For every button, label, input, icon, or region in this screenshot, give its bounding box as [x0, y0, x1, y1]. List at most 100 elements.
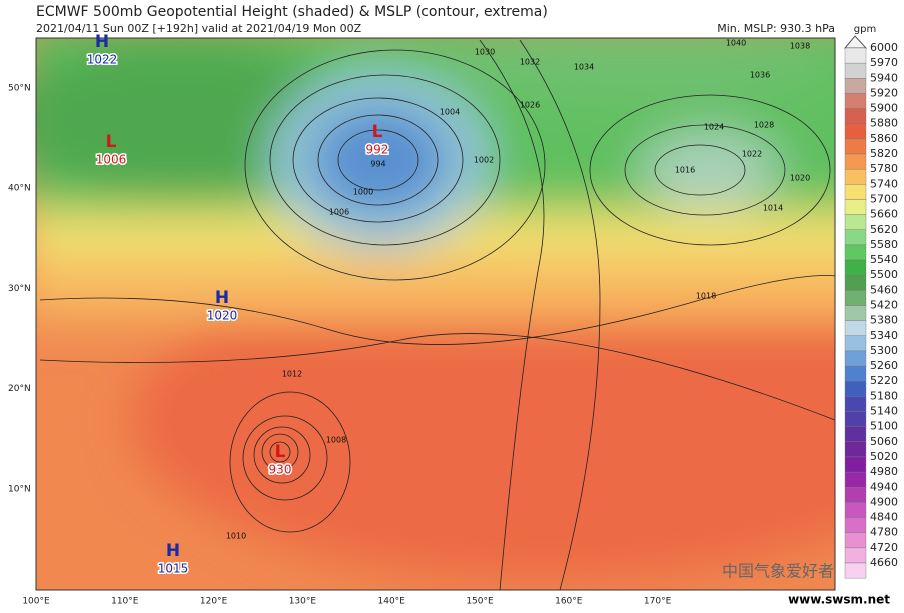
colorbar-swatch [844, 229, 867, 246]
contour-label: 1008 [326, 436, 346, 445]
colorbar-swatch [844, 396, 867, 412]
colorbar-label: 5660 [870, 208, 898, 221]
map-frame [35, 37, 836, 591]
colorbar-label: 5300 [870, 344, 898, 357]
colorbar-swatch [844, 381, 867, 397]
colorbar-swatch [844, 214, 867, 230]
colorbar-swatch [844, 78, 867, 94]
min-mslp: Min. MSLP: 930.3 hPa [717, 22, 835, 35]
colorbar-swatch [844, 350, 867, 367]
colorbar-swatch [844, 320, 867, 336]
colorbar-label: 5340 [870, 329, 898, 342]
contour-label: 1034 [574, 63, 594, 72]
lat-label: 20°N [8, 384, 31, 394]
lon-label: 160°E [555, 597, 583, 607]
colorbar-label: 5580 [870, 238, 898, 251]
watermark-url: www.swsm.net [788, 593, 890, 607]
watermark-name: 中国气象爱好者 [722, 562, 834, 581]
colorbar-swatch [844, 471, 867, 488]
colorbar-swatch [844, 426, 867, 443]
colorbar-label: 5220 [870, 374, 898, 387]
colorbar-label: 5420 [870, 299, 898, 312]
colorbar-label: 5540 [870, 253, 898, 266]
contour-label: 1014 [763, 204, 783, 213]
colorbar-swatch [844, 365, 867, 382]
colorbar-label: 5740 [870, 177, 898, 190]
isobars [39, 39, 835, 590]
pressure-center-symbol: L [372, 122, 383, 142]
pressure-center-value: 1015 [158, 562, 189, 576]
colorbar-swatch [844, 47, 867, 64]
colorbar-label: 4980 [870, 465, 898, 478]
colorbar-label: 5180 [870, 389, 898, 402]
colorbar-swatch [844, 441, 867, 458]
colorbar-swatch [844, 305, 867, 321]
contour-label: 1000 [353, 188, 373, 197]
colorbar-swatch [844, 487, 867, 503]
colorbar-label: 5820 [870, 147, 898, 160]
lat-label: 30°N [8, 284, 31, 294]
colorbar-label: 5780 [870, 162, 898, 175]
colorbar-swatch [844, 290, 867, 306]
lon-label: 130°E [289, 597, 317, 607]
contour-label: 1040 [726, 39, 746, 48]
contour-label: 1026 [520, 101, 540, 110]
pressure-center-value: 1006 [96, 153, 127, 167]
lat-label: 50°N [8, 84, 31, 94]
map-field [36, 38, 835, 590]
contour-label: 1028 [754, 121, 774, 130]
colorbar-swatch [844, 123, 867, 140]
pressure-center-value: 930 [269, 463, 292, 477]
title: ECMWF 500mb Geopotential Height (shaded)… [36, 4, 548, 20]
colorbar-swatch [844, 168, 867, 185]
pressure-center-symbol: H [166, 541, 180, 561]
colorbar-swatch [844, 153, 867, 170]
contour-label: 1004 [440, 108, 460, 117]
colorbar-swatch [844, 199, 867, 215]
colorbar-label: 5860 [870, 132, 898, 145]
colorbar-swatch [844, 275, 867, 291]
colorbar-swatch [844, 108, 867, 124]
colorbar-label: 5920 [870, 86, 898, 99]
contour-label: 1018 [696, 292, 716, 301]
pressure-center-symbol: L [275, 442, 286, 462]
colorbar-swatch [844, 547, 867, 564]
colorbar-unit: gpm [854, 24, 876, 35]
contour-label: 1002 [474, 156, 494, 165]
colorbar-swatch [844, 411, 867, 427]
colorbar-swatch [844, 532, 867, 549]
colorbar-label: 5940 [870, 71, 898, 84]
pressure-center-symbol: H [215, 288, 229, 308]
colorbar-label: 5380 [870, 314, 898, 327]
colorbar-label: 4900 [870, 495, 898, 508]
colorbar-swatch [844, 184, 867, 200]
colorbar-swatch [844, 138, 867, 155]
lon-label: 110°E [111, 597, 139, 607]
contour-label: 1038 [790, 42, 810, 51]
colorbar-label: 5020 [870, 450, 898, 463]
contour-label: 1010 [226, 532, 246, 541]
colorbar-arrow [843, 35, 868, 49]
colorbar-swatch [844, 93, 867, 109]
colorbar-label: 4940 [870, 480, 898, 493]
colorbar-swatch [844, 62, 867, 79]
colorbar-label: 5060 [870, 435, 898, 448]
colorbar-label: 6000 [870, 41, 898, 54]
colorbar-label: 5900 [870, 102, 898, 115]
contour-label: 1012 [282, 370, 302, 379]
lon-label: 170°E [644, 597, 672, 607]
lat-label: 10°N [8, 484, 31, 494]
colorbar-label: 5460 [870, 283, 898, 296]
colorbar-label: 5500 [870, 268, 898, 281]
contour-label: 1022 [742, 150, 762, 159]
contour-label: 1032 [520, 58, 540, 67]
colorbar-label: 5260 [870, 359, 898, 372]
contour-label: 1006 [329, 208, 349, 217]
pressure-center-symbol: L [106, 132, 117, 152]
lon-label: 140°E [378, 597, 406, 607]
colorbar-label: 5970 [870, 56, 898, 69]
contour-label: 1036 [750, 71, 770, 80]
colorbar-label: 4780 [870, 526, 898, 539]
